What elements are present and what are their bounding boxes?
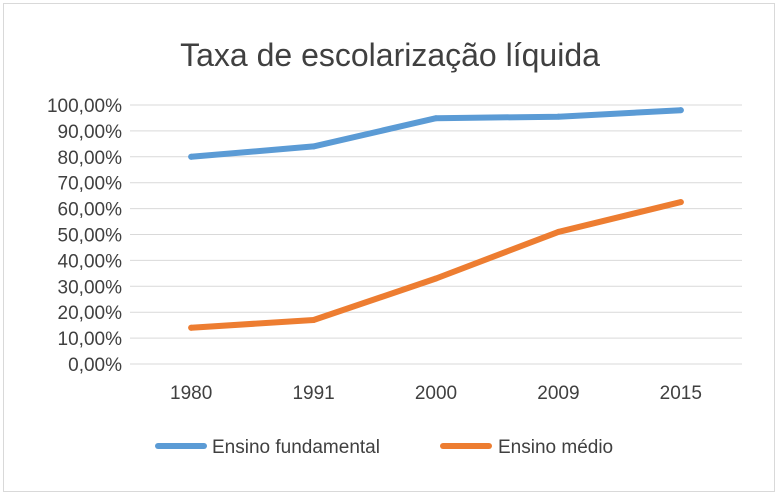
legend-label: Ensino médio	[498, 437, 613, 458]
data-point	[310, 316, 317, 323]
gridlines	[130, 104, 742, 365]
data-point	[433, 275, 439, 282]
data-point	[188, 153, 195, 160]
chart-title: Taxa de escolarização líquida	[180, 37, 600, 73]
y-tick-label: 70,00%	[58, 174, 123, 195]
x-tick-label: 2000	[415, 383, 457, 404]
data-point	[555, 113, 562, 120]
data-point	[677, 199, 684, 206]
data-point	[433, 115, 439, 122]
x-tick-label: 2015	[660, 383, 702, 404]
y-tick-label: 80,00%	[58, 148, 123, 169]
data-point	[677, 107, 684, 114]
data-point	[555, 228, 562, 235]
x-tick-label: 1991	[292, 383, 334, 404]
y-tick-label: 30,00%	[58, 277, 123, 298]
series-lines	[188, 107, 684, 331]
legend-label: Ensino fundamental	[212, 437, 380, 458]
y-tick-label: 10,00%	[58, 329, 123, 350]
y-tick-label: 40,00%	[58, 251, 123, 272]
chart-frame	[3, 3, 775, 492]
y-tick-label: 50,00%	[58, 226, 123, 247]
y-tick-label: 100,00%	[47, 96, 122, 117]
x-tick-label: 1980	[170, 383, 212, 404]
y-tick-label: 60,00%	[58, 200, 123, 221]
y-tick-label: 90,00%	[58, 122, 123, 143]
series-line-ensino-medio	[188, 199, 684, 331]
legend: Ensino fundamental Ensino médio	[155, 437, 613, 458]
y-axis-ticks: 0,00% 10,00% 20,00% 30,00% 40,00% 50,00% 60,00…	[47, 96, 122, 376]
data-point	[188, 324, 195, 331]
y-tick-label: 0,00%	[68, 355, 122, 376]
x-tick-label: 2009	[537, 383, 579, 404]
y-tick-label: 20,00%	[58, 303, 123, 324]
x-axis-ticks: 1980 1991 2000 2009 2015	[170, 383, 702, 404]
data-point	[310, 143, 317, 150]
